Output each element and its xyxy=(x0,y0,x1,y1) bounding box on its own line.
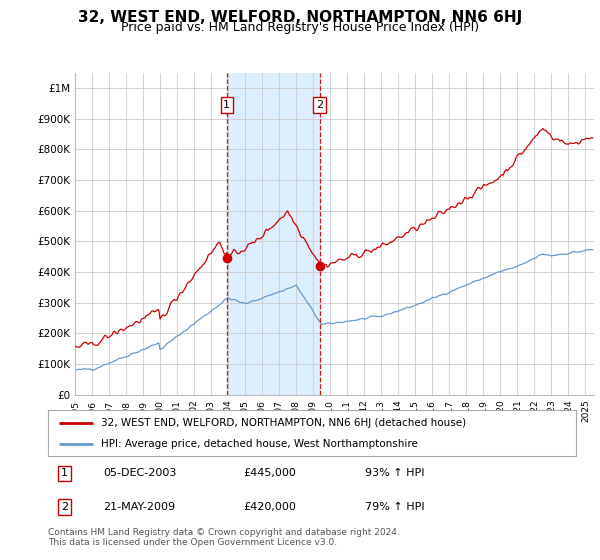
Text: 2: 2 xyxy=(61,502,68,512)
Text: 32, WEST END, WELFORD, NORTHAMPTON, NN6 6HJ (detached house): 32, WEST END, WELFORD, NORTHAMPTON, NN6 … xyxy=(101,418,466,428)
Bar xyxy=(227,73,320,395)
Text: £445,000: £445,000 xyxy=(244,468,296,478)
Text: Contains HM Land Registry data © Crown copyright and database right 2024.
This d: Contains HM Land Registry data © Crown c… xyxy=(48,528,400,547)
Text: £420,000: £420,000 xyxy=(244,502,296,512)
Text: 32, WEST END, WELFORD, NORTHAMPTON, NN6 6HJ: 32, WEST END, WELFORD, NORTHAMPTON, NN6 … xyxy=(78,10,522,25)
Text: 1: 1 xyxy=(61,468,68,478)
Text: 1: 1 xyxy=(223,100,230,110)
Text: Price paid vs. HM Land Registry's House Price Index (HPI): Price paid vs. HM Land Registry's House … xyxy=(121,21,479,34)
Text: HPI: Average price, detached house, West Northamptonshire: HPI: Average price, detached house, West… xyxy=(101,439,418,449)
Text: 21-MAY-2009: 21-MAY-2009 xyxy=(103,502,176,512)
Text: 93% ↑ HPI: 93% ↑ HPI xyxy=(365,468,424,478)
Text: 79% ↑ HPI: 79% ↑ HPI xyxy=(365,502,424,512)
Text: 05-DEC-2003: 05-DEC-2003 xyxy=(103,468,177,478)
Text: 2: 2 xyxy=(316,100,323,110)
